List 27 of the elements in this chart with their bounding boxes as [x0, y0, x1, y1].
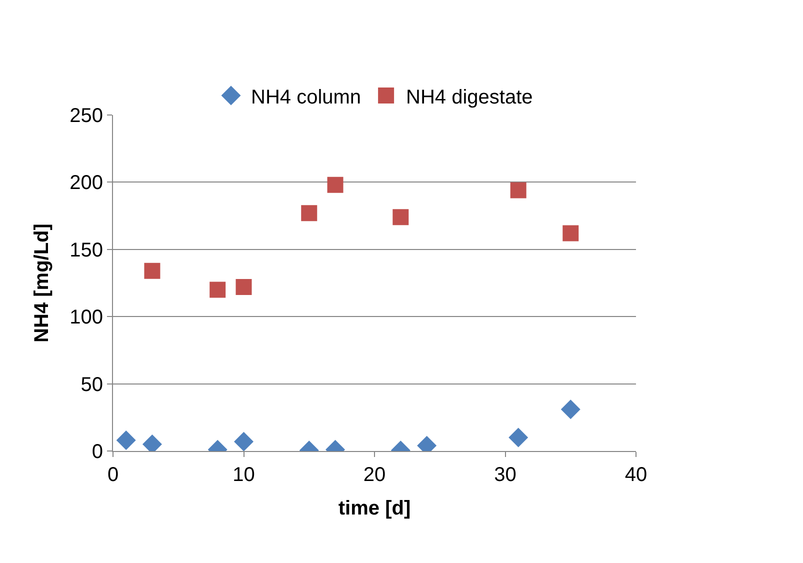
x-tick-label: 10 — [232, 464, 255, 486]
point — [234, 432, 254, 451]
x-axis-title: time [d] — [338, 498, 411, 520]
point — [508, 428, 528, 448]
point — [327, 176, 344, 193]
point — [301, 205, 318, 222]
point — [236, 279, 252, 296]
x-tick-label: 40 — [624, 464, 648, 486]
legend-label: NH4 digestate — [406, 86, 533, 108]
x-tick-label: 0 — [107, 464, 119, 486]
point — [116, 430, 136, 450]
y-tick-label: 50 — [80, 374, 103, 396]
point — [210, 282, 226, 298]
y-tick-label: 200 — [70, 172, 103, 194]
point — [144, 262, 160, 279]
x-tick-label: 20 — [363, 464, 386, 486]
y-tick-label: 150 — [70, 239, 103, 262]
y-tick-label: 250 — [70, 105, 103, 127]
point — [510, 182, 526, 198]
point — [560, 400, 580, 420]
y-axis-title: NH4 [mg/Ld] — [31, 224, 54, 342]
y-tick-label: 100 — [70, 306, 103, 329]
legend-label: NH4 column — [251, 86, 362, 108]
point — [392, 209, 409, 226]
x-tick-label: 30 — [494, 464, 516, 486]
y-tick-label: 0 — [92, 441, 103, 463]
point — [562, 225, 579, 242]
